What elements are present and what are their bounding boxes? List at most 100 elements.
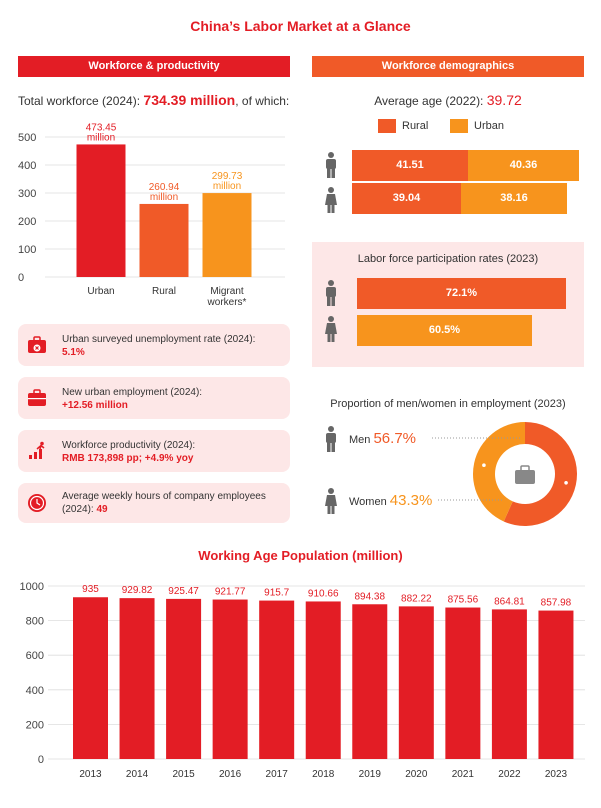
women-urban-age-bar: 38.16 [461, 183, 567, 214]
bar-value-label: 857.98 [541, 598, 572, 609]
y-tick-label: 200 [18, 216, 36, 228]
total-workforce-label: Total workforce (2024): [18, 94, 141, 108]
x-year-label: 2013 [79, 769, 102, 780]
briefcase-icon [515, 470, 535, 484]
women-participation-bar: 60.5% [357, 315, 532, 346]
working-age-title: Working Age Population (million) [198, 548, 403, 563]
weekly-hours-label: Average weekly hours of company employee… [62, 491, 266, 502]
bar-value-label: 473.45 [86, 122, 117, 133]
female-icon [325, 187, 337, 213]
men-proportion-value: 56.7% [373, 430, 417, 447]
male-icon-proportion [326, 426, 336, 452]
x-category-label: Rural [152, 286, 176, 297]
donut-slice-men [503, 422, 577, 526]
year-bar-2018 [305, 601, 341, 759]
bar-value-label: 260.94 [149, 182, 180, 193]
y-tick-label: 600 [26, 650, 44, 662]
year-bar-2020 [398, 606, 434, 759]
page-title: China’s Labor Market at a Glance [190, 18, 411, 34]
y-tick-label: 500 [18, 132, 36, 144]
bar-migrant-workers- [202, 193, 252, 277]
donut-dot [564, 480, 568, 485]
new-employment-label: New urban employment (2024): [62, 387, 203, 398]
bar-value-label: 915.7 [264, 588, 289, 599]
women-proportion-label: Women [349, 496, 387, 508]
female-icon-proportion [325, 488, 337, 514]
briefcase-handle [520, 465, 530, 472]
bar-value-label: million [87, 132, 115, 143]
donut-slice-women [473, 422, 525, 522]
x-year-label: 2014 [126, 769, 149, 780]
bar-rural [139, 203, 189, 277]
bar-value-label: 864.81 [494, 596, 525, 607]
productivity-value: RMB 173,898 pp; +4.9% yoy [62, 453, 194, 464]
x-category-label: Migrant [210, 286, 244, 297]
men-proportion-label: Men [349, 434, 371, 446]
bar-value-label: million [213, 181, 241, 192]
bar-value-label: 875.56 [448, 595, 479, 606]
year-bar-2023 [538, 610, 574, 759]
average-age-label: Average age (2022): [374, 94, 487, 108]
bar-value-label: 299.73 [212, 171, 243, 182]
legend-rural-label: Rural [402, 120, 429, 132]
y-tick-label: 1000 [20, 581, 44, 593]
y-tick-label: 200 [26, 719, 44, 731]
year-bar-2019 [352, 604, 388, 759]
total-workforce-suffix: , of which: [235, 94, 290, 108]
y-tick-label: 0 [38, 754, 44, 766]
female-icon-participation [325, 316, 337, 342]
bar-value-label: 882.22 [401, 593, 432, 604]
men-participation-bar: 72.1% [357, 278, 566, 309]
x-year-label: 2017 [266, 769, 289, 780]
y-tick-label: 300 [18, 188, 36, 200]
year-bar-2016 [212, 599, 248, 759]
year-bar-2013 [73, 597, 108, 759]
productivity-label: Workforce productivity (2024): [62, 440, 196, 451]
average-age-value: 39.72 [486, 92, 522, 108]
legend-urban-label: Urban [474, 120, 504, 132]
y-tick-label: 100 [18, 244, 36, 256]
x-year-label: 2021 [452, 769, 475, 780]
average-age-title: Average age (2022): 39.72 [312, 92, 584, 108]
men-urban-age-bar: 40.36 [468, 150, 579, 181]
briefcase-icon [28, 389, 46, 406]
growth-runner-icon [29, 441, 45, 459]
productivity-card: Workforce productivity (2024): RMB 173,8… [18, 430, 290, 472]
men-proportion: Men 56.7% [349, 430, 416, 447]
men-rural-age-bar: 41.51 [352, 150, 468, 181]
legend-rural-swatch [378, 119, 396, 133]
y-tick-label: 0 [18, 272, 24, 284]
bar-value-label: 910.66 [308, 588, 339, 599]
unemployment-card: Urban surveyed unemployment rate (2024):… [18, 324, 290, 366]
proportion-title: Proportion of men/women in employment (2… [330, 398, 566, 410]
unemployment-label: Urban surveyed unemployment rate (2024): [62, 334, 256, 345]
unemployment-value: 5.1% [62, 347, 85, 358]
y-tick-label: 800 [26, 616, 44, 628]
working-age-bar-chart: 0 200 400 600 800 1000 935 2013 929.82 2014 925.47… [20, 581, 585, 780]
x-year-label: 2020 [405, 769, 428, 780]
x-year-label: 2016 [219, 769, 242, 780]
male-icon [326, 152, 336, 178]
legend-urban-swatch [450, 119, 468, 133]
x-year-label: 2018 [312, 769, 335, 780]
participation-title: Labor force participation rates (2023) [357, 253, 539, 265]
y-tick-label: 400 [26, 685, 44, 697]
male-icon-participation [326, 280, 336, 306]
clock-icon [28, 494, 46, 512]
employment-donut-chart [432, 422, 577, 526]
bar-value-label: 929.82 [122, 585, 153, 596]
x-category-label: Urban [87, 286, 114, 297]
workforce-demographics-header: Workforce demographics [312, 56, 584, 77]
donut-dot [482, 463, 486, 468]
bar-value-label: 894.38 [354, 591, 385, 602]
x-category-label: workers* [207, 297, 247, 308]
briefcase-x-icon [28, 336, 46, 353]
year-bar-2017 [259, 600, 295, 759]
x-year-label: 2015 [172, 769, 195, 780]
year-bar-2015 [166, 598, 202, 759]
weekly-hours-label-2: (2024): [62, 504, 97, 515]
bar-value-label: million [150, 192, 178, 203]
total-workforce-value: 734.39 million [143, 92, 236, 108]
new-employment-value: +12.56 million [62, 400, 128, 411]
bar-value-label: 921.77 [215, 587, 246, 598]
